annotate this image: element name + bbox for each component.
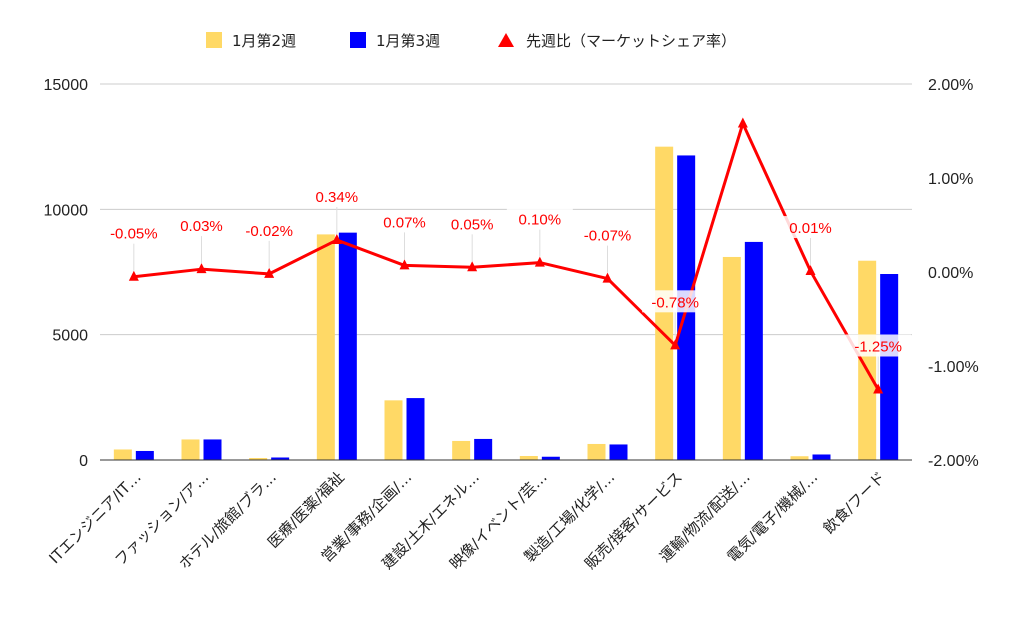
bar-series-1 — [858, 260, 877, 460]
data-label: -0.07% — [584, 228, 632, 245]
bar-series-2 — [338, 232, 357, 460]
y2-tick-label: 2.00% — [928, 77, 973, 94]
bar-series-2 — [880, 274, 899, 460]
y2-tick-label: -2.00% — [928, 453, 979, 470]
bar-series-1 — [249, 457, 268, 460]
data-label-bg — [168, 214, 235, 237]
bar-series-1 — [452, 440, 471, 460]
y2-tick-label: 0.00% — [928, 265, 973, 282]
legend-marker-series-3 — [498, 33, 514, 47]
left-axis-ticks: 0 5000 10000 15000 — [44, 77, 89, 470]
share-point — [805, 265, 816, 276]
legend-swatch-series-2 — [350, 32, 366, 48]
category-labels: ITエンジニア/IT…ファッション/ア…ホテル/旅館/ブラ…医療/医薬/福祉営業… — [46, 468, 889, 573]
bars — [113, 146, 899, 460]
y-tick-label: 0 — [79, 453, 88, 470]
bar-series-2 — [812, 454, 831, 460]
legend-swatch-series-1 — [206, 32, 222, 48]
y2-tick-label: -1.00% — [928, 359, 979, 376]
data-label-bg — [371, 210, 438, 233]
data-label: 0.10% — [519, 212, 562, 229]
y2-tick-label: 1.00% — [928, 171, 973, 188]
bar-series-1 — [519, 455, 538, 460]
bar-series-1 — [384, 400, 403, 460]
share-point — [264, 267, 275, 278]
data-label: 0.01% — [789, 220, 832, 237]
data-label-bg — [845, 334, 912, 357]
y-tick-label: 10000 — [44, 202, 89, 219]
bar-series-2 — [609, 444, 628, 460]
bar-series-2 — [406, 398, 425, 460]
bar-series-2 — [474, 438, 493, 460]
data-label-bg — [303, 185, 370, 208]
share-point — [331, 234, 342, 245]
data-label: 0.07% — [383, 214, 426, 231]
data-label: -0.02% — [245, 223, 293, 240]
gridlines — [100, 83, 912, 336]
bar-series-1 — [113, 449, 132, 460]
data-label: -1.25% — [854, 339, 902, 356]
data-label-bg — [777, 216, 844, 239]
y-tick-label: 5000 — [52, 328, 88, 345]
legend-label-series-3: 先週比（マーケットシェア率） — [526, 32, 736, 50]
share-line: -0.05% 0.03% -0.02% 0.34% 0.07% 0.05% 0.10% -0.… — [100, 117, 912, 394]
share-point — [196, 263, 207, 274]
bar-series-1 — [316, 234, 335, 460]
data-label-bg — [574, 223, 641, 246]
bar-series-2 — [541, 456, 560, 460]
bar-series-1 — [790, 456, 809, 460]
bar-series-2 — [744, 241, 763, 460]
bar-series-2 — [271, 457, 290, 460]
bar-series-2 — [135, 450, 154, 460]
share-point — [399, 259, 410, 270]
data-label-bg — [506, 207, 573, 230]
legend: 1月第2週 1月第3週 先週比（マーケットシェア率） — [206, 32, 736, 50]
data-label: 0.05% — [451, 216, 494, 233]
data-label-bg — [100, 221, 167, 244]
data-label-bg — [439, 212, 506, 235]
share-point — [602, 272, 613, 283]
category-label: 飲食/フード — [820, 468, 889, 537]
y-tick-label: 15000 — [44, 77, 89, 94]
bar-series-1 — [587, 443, 606, 460]
share-point — [534, 256, 545, 267]
data-label: -0.05% — [110, 226, 158, 243]
data-label-bg — [236, 218, 303, 241]
share-point — [128, 270, 139, 281]
share-point — [670, 339, 681, 350]
legend-label-series-1: 1月第2週 — [232, 32, 296, 50]
bar-series-2 — [203, 439, 222, 460]
share-point — [873, 383, 884, 394]
data-label: 0.34% — [316, 189, 359, 206]
right-axis-ticks: -2.00% -1.00% 0.00% 1.00% 2.00% — [928, 77, 979, 470]
data-label-bg — [642, 290, 709, 313]
legend-label-series-2: 1月第3週 — [376, 32, 440, 50]
share-line-path — [133, 121, 880, 391]
share-point — [737, 117, 748, 128]
bar-series-1 — [722, 256, 741, 460]
bar-series-1 — [181, 439, 200, 460]
share-point — [467, 261, 478, 272]
data-label: 0.03% — [180, 218, 223, 235]
data-label: -0.78% — [651, 294, 699, 311]
